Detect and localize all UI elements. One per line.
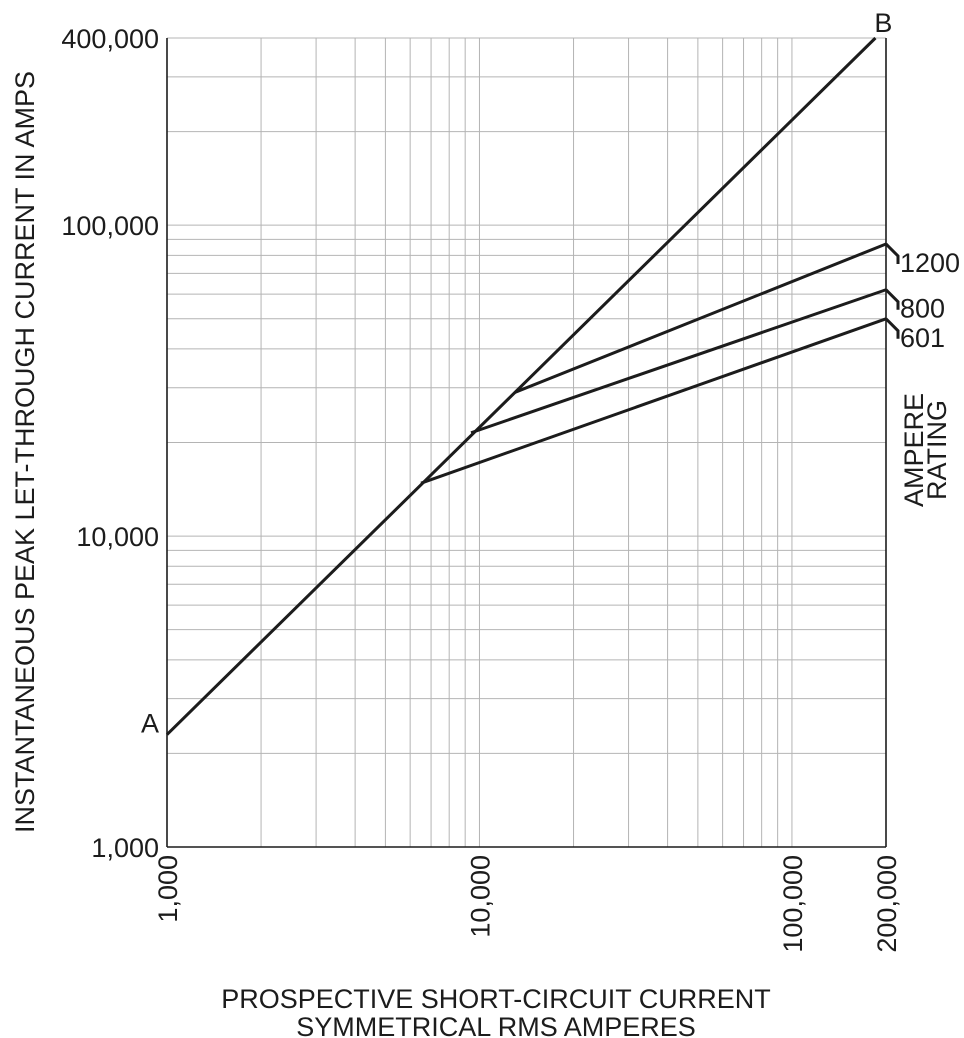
legend-title-line-1: AMPERE [899,393,929,507]
point-label-a: A [141,709,159,739]
plot-frame [166,37,887,848]
label-group: 1,000 10,000 100,000 400,000 1,000 10,000 100,… [61,8,960,953]
y-tick-label: 10,000 [76,522,159,552]
series-line-601 [420,317,887,485]
series-leader-800 [884,288,900,310]
series-line-800 [470,288,887,435]
series-label-601: 601 [900,323,945,353]
y-tick-label: 100,000 [61,211,159,241]
grid [167,38,886,847]
x-tick-label: 1,000 [153,855,183,923]
y-tick-label: 1,000 [91,833,159,863]
x-tick-label: 100,000 [778,855,808,953]
point-label-b: B [874,8,892,38]
x-axis-label-line-2: SYMMETRICAL RMS AMPERES [296,1012,696,1038]
series-leader-1200 [884,242,900,264]
x-tick-label: 200,000 [872,855,902,953]
series-line-1200 [514,242,887,394]
series-group [165,36,900,736]
y-tick-label: 400,000 [61,24,159,54]
series-label-1200: 1200 [900,248,960,278]
y-axis-label: INSTANTANEOUS PEAK LET-THROUGH CURRENT I… [10,71,40,833]
series-label-800: 800 [900,294,945,324]
series-leader-601 [884,317,900,339]
reference-line-a-b [165,36,877,736]
legend-title-line-2: RATING [922,400,952,500]
x-tick-label: 10,000 [465,855,495,938]
x-axis-label-line-1: PROSPECTIVE SHORT-CIRCUIT CURRENT [221,984,771,1014]
